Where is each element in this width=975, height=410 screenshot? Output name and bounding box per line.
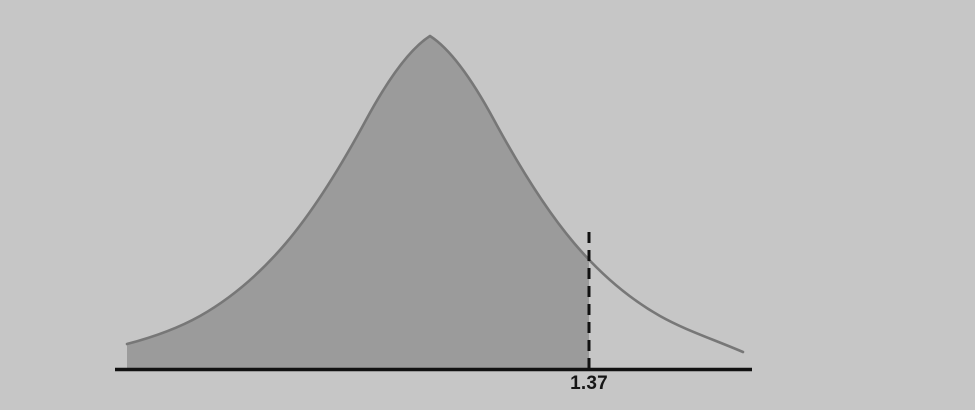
- shaded-area-left-of-cut: [127, 36, 589, 368]
- x-tick-label-cut-value: 1.37: [570, 373, 608, 394]
- normal-curve-line: [125, 34, 745, 354]
